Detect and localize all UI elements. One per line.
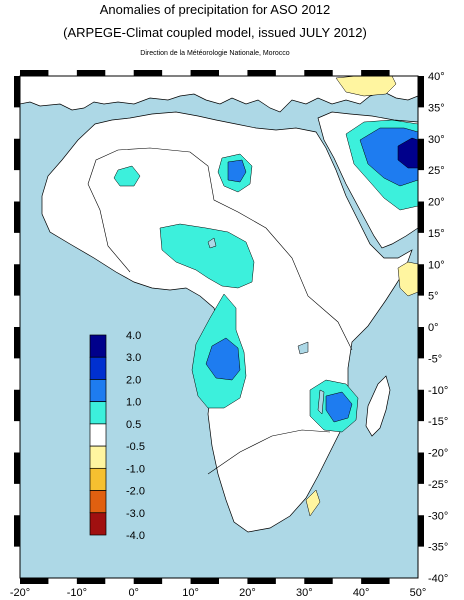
latitude-tick-label: 25° [428, 165, 445, 177]
map-title: Anomalies of precipitation for ASO 2012 [99, 2, 331, 17]
legend-swatch [89, 356, 107, 380]
frame-tick [418, 76, 424, 108]
legend-swatch [89, 467, 107, 491]
frame-tick [418, 452, 424, 484]
legend-swatch [89, 379, 107, 403]
legend-swatch [89, 445, 107, 469]
contour-line-west [87, 183, 131, 273]
frame-tick [14, 76, 20, 108]
frame-tick [190, 578, 219, 584]
latitude-tick-label: -25° [428, 479, 448, 491]
latitude-tick-label: -40° [428, 573, 448, 585]
frame-tick [14, 264, 20, 296]
latitude-tick-label: 5° [428, 291, 439, 303]
lake-malawi [317, 389, 325, 415]
anomaly-moderate-mozambique [325, 391, 353, 423]
anomaly-negative-natal [305, 489, 321, 517]
latitude-tick-label: -35° [428, 542, 448, 554]
longitude-tick-label: 20° [239, 587, 256, 599]
legend-level-label: -2.0 [126, 486, 145, 498]
frame-tick [418, 264, 424, 296]
legend-swatch [89, 334, 107, 358]
legend-swatch [89, 512, 107, 536]
contour-line-north [87, 147, 353, 351]
frame-tick [14, 515, 20, 547]
madagascar-land [365, 375, 391, 437]
latitude-tick-label: 40° [428, 71, 445, 83]
legend-swatch [89, 401, 107, 425]
frame-tick [247, 578, 276, 584]
frame-tick [133, 70, 163, 76]
legend-level-label: -1.0 [126, 463, 145, 475]
frame-tick [304, 70, 333, 76]
latitude-tick-label: -30° [428, 510, 448, 522]
legend-level-label: 0.5 [126, 419, 141, 431]
longitude-tick-label: 50° [410, 587, 427, 599]
frame-tick [418, 138, 424, 171]
latitude-tick-label: -5° [428, 353, 442, 365]
frame-tick [418, 201, 424, 233]
legend-level-label: 2.0 [126, 374, 141, 386]
anomaly-moderate-congo [205, 337, 241, 381]
legend-level-label: -0.5 [126, 441, 145, 453]
legend-level-label: 3.0 [126, 352, 141, 364]
latitude-tick-label: 30° [428, 134, 445, 146]
map-frame-ticks [14, 70, 424, 584]
frame-tick [20, 578, 49, 584]
lake-victoria [297, 341, 309, 355]
contour-line-south [207, 429, 331, 475]
latitude-tick-label: 35° [428, 102, 445, 114]
lake-chad [207, 237, 217, 249]
anomaly-positive-mali [113, 165, 141, 187]
frame-tick [20, 70, 49, 76]
latitude-labels: 40° 35° 30° 25° 20° 15° 10° 5° 0° -5° -10° -15° -20°… [428, 71, 448, 585]
frame-tick [190, 70, 219, 76]
frame-tick [304, 578, 333, 584]
legend-level-label: -4.0 [126, 530, 145, 542]
legend-level-label: 1.0 [126, 397, 141, 409]
frame-tick [247, 70, 276, 76]
longitude-tick-label: 40° [353, 587, 370, 599]
anomaly-positive-sahel [159, 223, 255, 289]
frame-tick [14, 327, 20, 359]
legend-swatch [89, 423, 107, 447]
legend-level-label: -3.0 [126, 508, 145, 520]
latitude-tick-label: 15° [428, 228, 445, 240]
frame-tick [418, 389, 424, 422]
longitude-tick-label: -10° [67, 587, 87, 599]
latitude-tick-label: 0° [428, 322, 439, 334]
frame-tick [76, 70, 106, 76]
frame-tick [14, 452, 20, 484]
legend-swatch [89, 490, 107, 514]
frame-tick [361, 578, 390, 584]
longitude-tick-label: 0° [128, 587, 139, 599]
frame-tick [418, 327, 424, 359]
latitude-tick-label: -20° [428, 448, 448, 460]
frame-tick [418, 515, 424, 547]
longitude-tick-label: 10° [182, 587, 199, 599]
color-legend: 4.0 3.0 2.0 1.0 0.5 -0.5 -1.0 -2.0 -3.0 -4.0 [89, 330, 145, 542]
longitude-tick-label: -20° [10, 587, 30, 599]
map-credit: Direction de la Météorologie Nationale, … [140, 50, 290, 57]
longitude-labels: -20° -10° 0° 10° 20° 30° 40° 50° [10, 587, 426, 599]
frame-tick [14, 138, 20, 171]
longitude-tick-label: 30° [296, 587, 313, 599]
map-subtitle: (ARPEGE-Climat coupled model, issued JUL… [63, 25, 367, 40]
frame-tick [14, 201, 20, 233]
legend-level-label: 4.0 [126, 330, 141, 342]
frame-tick [361, 70, 390, 76]
frame-tick [133, 578, 163, 584]
frame-tick [76, 578, 106, 584]
latitude-tick-label: 10° [428, 259, 445, 271]
latitude-tick-label: -10° [428, 385, 448, 397]
latitude-tick-label: -15° [428, 416, 448, 428]
frame-tick [14, 389, 20, 422]
latitude-tick-label: 20° [428, 197, 445, 209]
anomaly-moderate-chad [227, 159, 247, 183]
